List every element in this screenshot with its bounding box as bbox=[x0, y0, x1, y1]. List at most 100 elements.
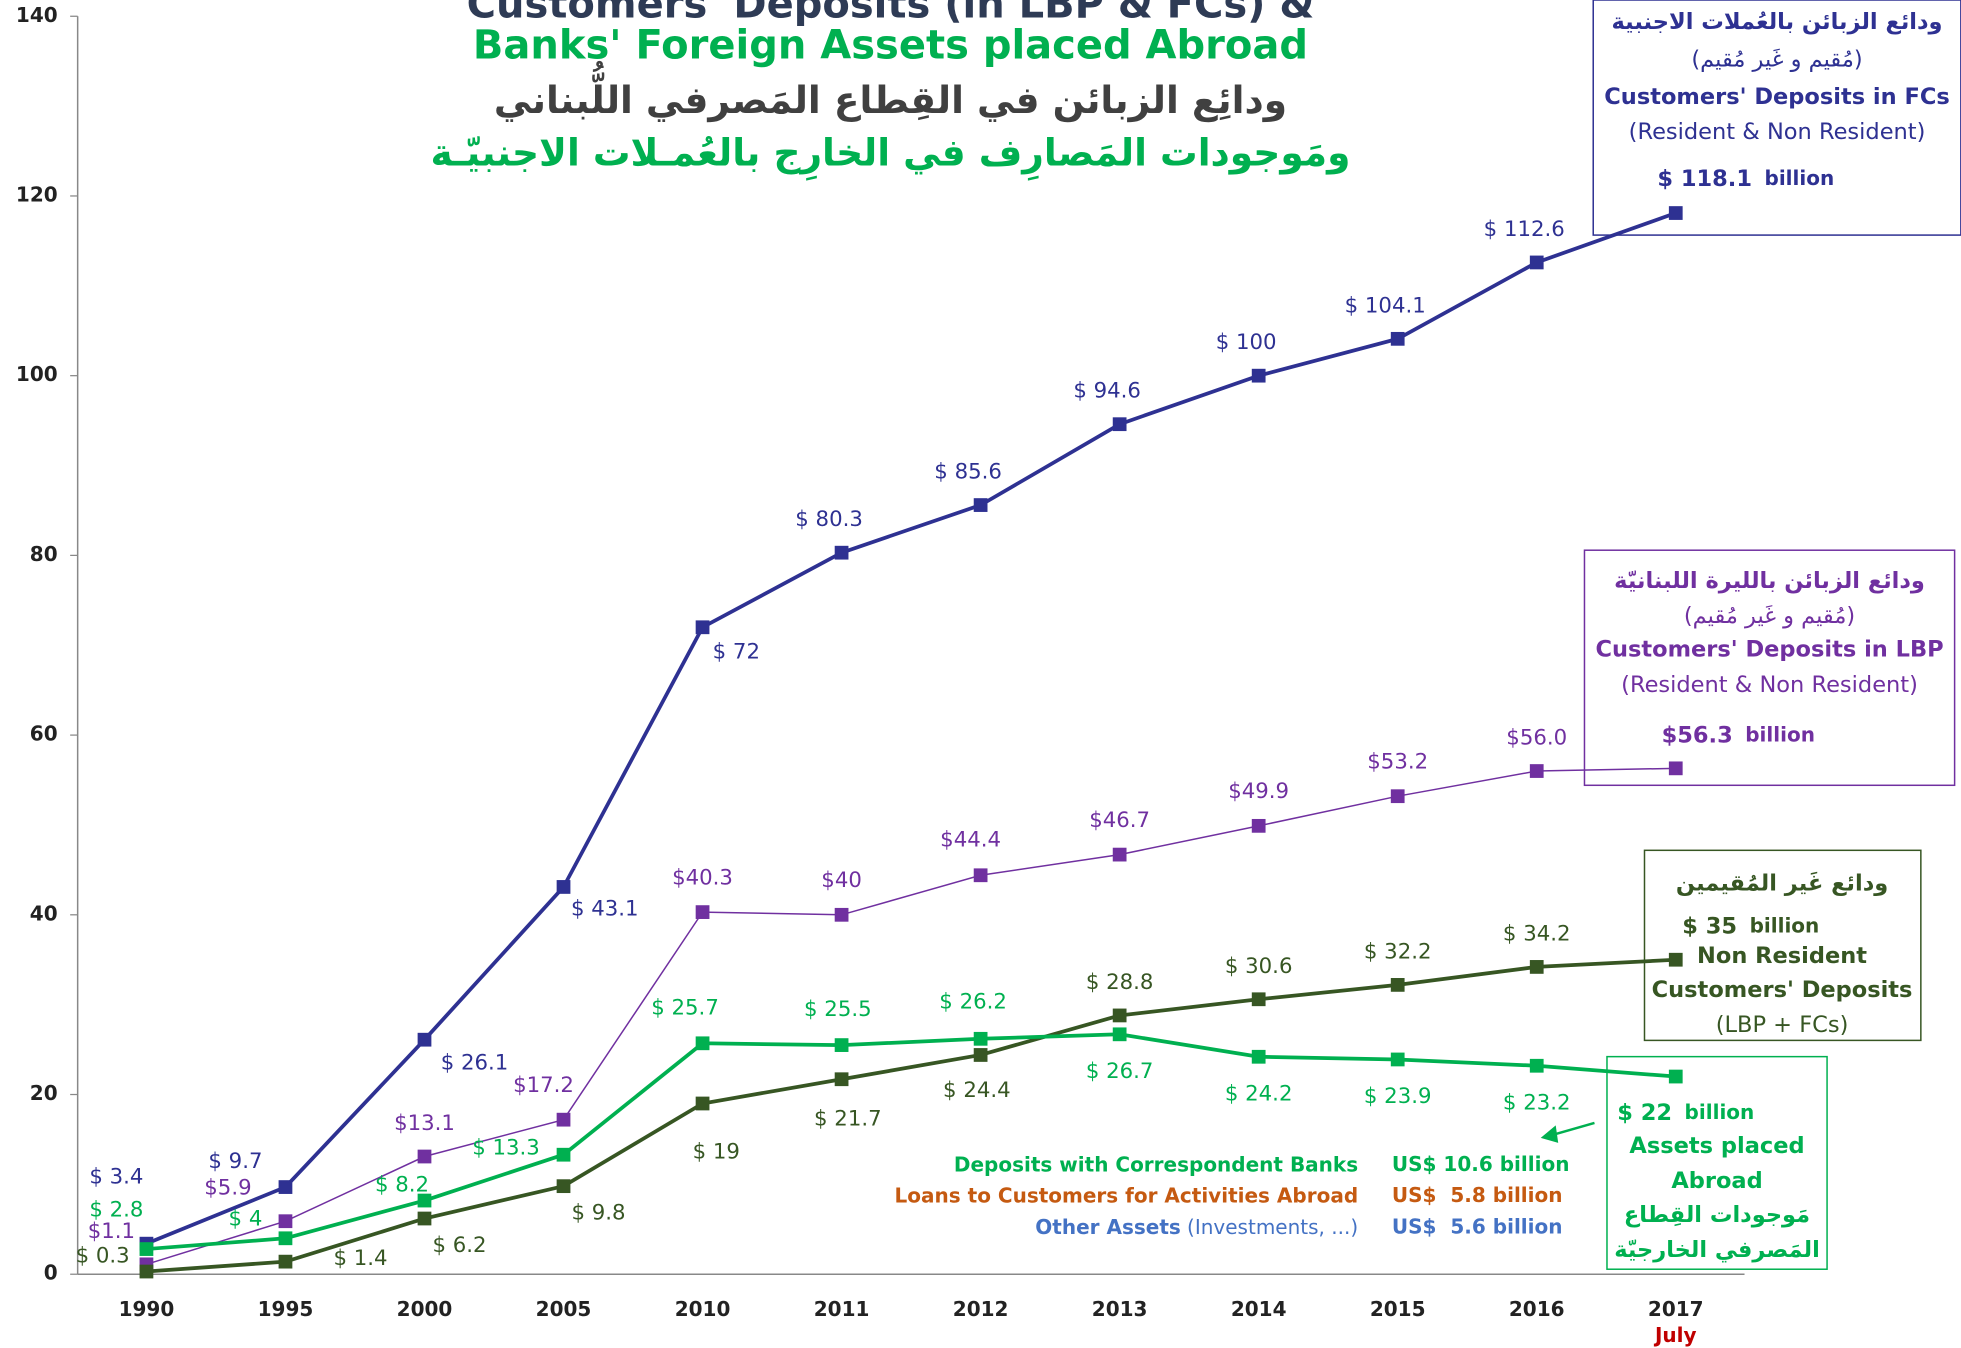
annotation-text: (مُقيم و غَير مُقيم) bbox=[1691, 47, 1862, 73]
arrow-head bbox=[1540, 1125, 1559, 1143]
x-tick-label: 2012 bbox=[953, 1297, 1009, 1321]
value-label: $ 13.3 bbox=[472, 1135, 540, 1160]
breakdown-amount: US$ 5.8 billion bbox=[1392, 1183, 1563, 1207]
value-label: $ 26.7 bbox=[1086, 1059, 1154, 1084]
x-tick-note: July bbox=[1653, 1323, 1697, 1347]
point-marker bbox=[1668, 1069, 1683, 1084]
breakdown-amount: US$ 10.6 billion bbox=[1392, 1152, 1570, 1176]
series-line bbox=[146, 957, 1676, 1274]
value-label: $ 100 bbox=[1216, 330, 1277, 355]
value-label: $ 94.6 bbox=[1073, 379, 1141, 404]
y-tick-label: 20 bbox=[30, 1081, 58, 1105]
point-marker bbox=[1529, 1058, 1544, 1073]
annotation-text: مَوجودات القِطاع bbox=[1624, 1202, 1810, 1228]
series-line bbox=[146, 1032, 1676, 1251]
x-tick-label: 2016 bbox=[1509, 1297, 1565, 1321]
value-label: $ 0.3 bbox=[76, 1244, 130, 1269]
value-label: $56.3 bbox=[1662, 722, 1733, 748]
annotation-value: $56.3 billion bbox=[1662, 722, 1815, 748]
point-marker bbox=[1112, 1027, 1127, 1042]
value-label: $ 21.7 bbox=[814, 1106, 882, 1131]
point-marker bbox=[1390, 789, 1405, 804]
breakdown-name: Other Assets (Investments, ...) bbox=[1035, 1214, 1358, 1238]
annotation-text: (LBP + FCs) bbox=[1716, 1012, 1849, 1038]
point-marker bbox=[1668, 761, 1683, 776]
value-label: $ 26.1 bbox=[441, 1050, 509, 1075]
point-marker bbox=[278, 1254, 293, 1269]
point-marker bbox=[695, 1096, 710, 1111]
value-label: $40.3 bbox=[672, 865, 733, 890]
breakdown-label: Deposits with Correspondent Banks bbox=[954, 1152, 1358, 1176]
chart-title: Customers' Deposits (in LBP & FCs) & bbox=[467, 0, 1315, 27]
annotation-text: (Resident & Non Resident) bbox=[1629, 119, 1926, 145]
value-label: $40 bbox=[821, 868, 862, 893]
value-label: $46.7 bbox=[1089, 808, 1150, 833]
point-marker bbox=[695, 620, 710, 635]
x-tick-label: 2015 bbox=[1370, 1297, 1426, 1321]
value-label: $ 9.8 bbox=[572, 1201, 626, 1226]
point-marker bbox=[834, 1038, 849, 1052]
value-label: $ 34.2 bbox=[1503, 921, 1571, 946]
point-marker bbox=[695, 1036, 710, 1051]
value-label: $53.2 bbox=[1367, 749, 1428, 774]
point-marker bbox=[834, 907, 849, 922]
annotation-box bbox=[1583, 549, 1956, 787]
point-marker bbox=[1529, 764, 1544, 778]
value-label: $ 43.1 bbox=[571, 896, 639, 921]
value-label: $ 72 bbox=[713, 639, 760, 664]
series-line bbox=[145, 211, 1677, 1246]
breakdown-label: Other Assets bbox=[1035, 1214, 1181, 1238]
point-marker bbox=[1251, 992, 1266, 1007]
annotation-text: (Resident & Non Resident) bbox=[1621, 672, 1918, 698]
y-tick-label: 0 bbox=[44, 1261, 58, 1285]
value-label: $ 25.7 bbox=[651, 995, 719, 1020]
y-tick-label: 120 bbox=[16, 182, 58, 206]
value-unit: billion bbox=[1745, 722, 1815, 746]
x-tick-label: 2011 bbox=[814, 1297, 870, 1321]
point-marker bbox=[973, 1031, 988, 1046]
point-marker bbox=[1112, 1008, 1127, 1023]
point-marker bbox=[1112, 847, 1127, 862]
value-label: $44.4 bbox=[940, 827, 1001, 852]
x-tick-label: 2000 bbox=[397, 1297, 453, 1321]
y-tick-label: 60 bbox=[30, 722, 58, 746]
point-marker bbox=[278, 1231, 293, 1246]
value-label: $ 25.5 bbox=[804, 997, 872, 1022]
y-tick-label: 140 bbox=[16, 3, 58, 27]
x-tick-label: 1990 bbox=[119, 1297, 175, 1321]
annotation-value: $ 35 billion bbox=[1682, 913, 1819, 939]
point-marker bbox=[556, 1112, 571, 1127]
point-marker bbox=[1529, 255, 1544, 270]
point-marker bbox=[1390, 1052, 1405, 1067]
value-label: $ 23.2 bbox=[1503, 1090, 1571, 1115]
point-marker bbox=[1390, 978, 1405, 992]
value-label: $17.2 bbox=[513, 1073, 574, 1098]
annotation-box bbox=[1592, 0, 1961, 236]
annotation-text: Abroad bbox=[1671, 1168, 1762, 1194]
value-unit: billion bbox=[1750, 913, 1820, 937]
point-marker bbox=[139, 1264, 154, 1279]
point-marker bbox=[417, 1211, 432, 1226]
x-tick-label: 1995 bbox=[258, 1297, 314, 1321]
annotation-value: $ 118.1 billion bbox=[1657, 165, 1834, 191]
value-label: $5.9 bbox=[204, 1176, 251, 1201]
annotation-text: Customers' Deposits bbox=[1652, 977, 1913, 1003]
value-label: $ 22 bbox=[1617, 1099, 1672, 1125]
point-marker bbox=[556, 1147, 571, 1162]
point-marker bbox=[417, 1193, 432, 1208]
value-label: $1.1 bbox=[88, 1219, 135, 1244]
value-label: $ 9.7 bbox=[208, 1149, 262, 1174]
chart-title: Banks' Foreign Assets placed Abroad bbox=[473, 23, 1308, 69]
point-marker bbox=[278, 1180, 293, 1194]
x-tick-label: 2010 bbox=[675, 1297, 731, 1321]
point-marker bbox=[1668, 206, 1683, 220]
value-label: $ 26.2 bbox=[939, 990, 1007, 1015]
value-label: $ 85.6 bbox=[934, 460, 1002, 485]
annotation-text: (مُقيم و غَير مُقيم) bbox=[1684, 603, 1855, 629]
value-label: $ 1.4 bbox=[333, 1246, 387, 1271]
point-marker bbox=[973, 1048, 988, 1062]
point-marker bbox=[139, 1242, 154, 1256]
point-marker bbox=[973, 868, 988, 883]
breakdown-label: Loans to Customers for Activities Abroad bbox=[895, 1183, 1359, 1207]
